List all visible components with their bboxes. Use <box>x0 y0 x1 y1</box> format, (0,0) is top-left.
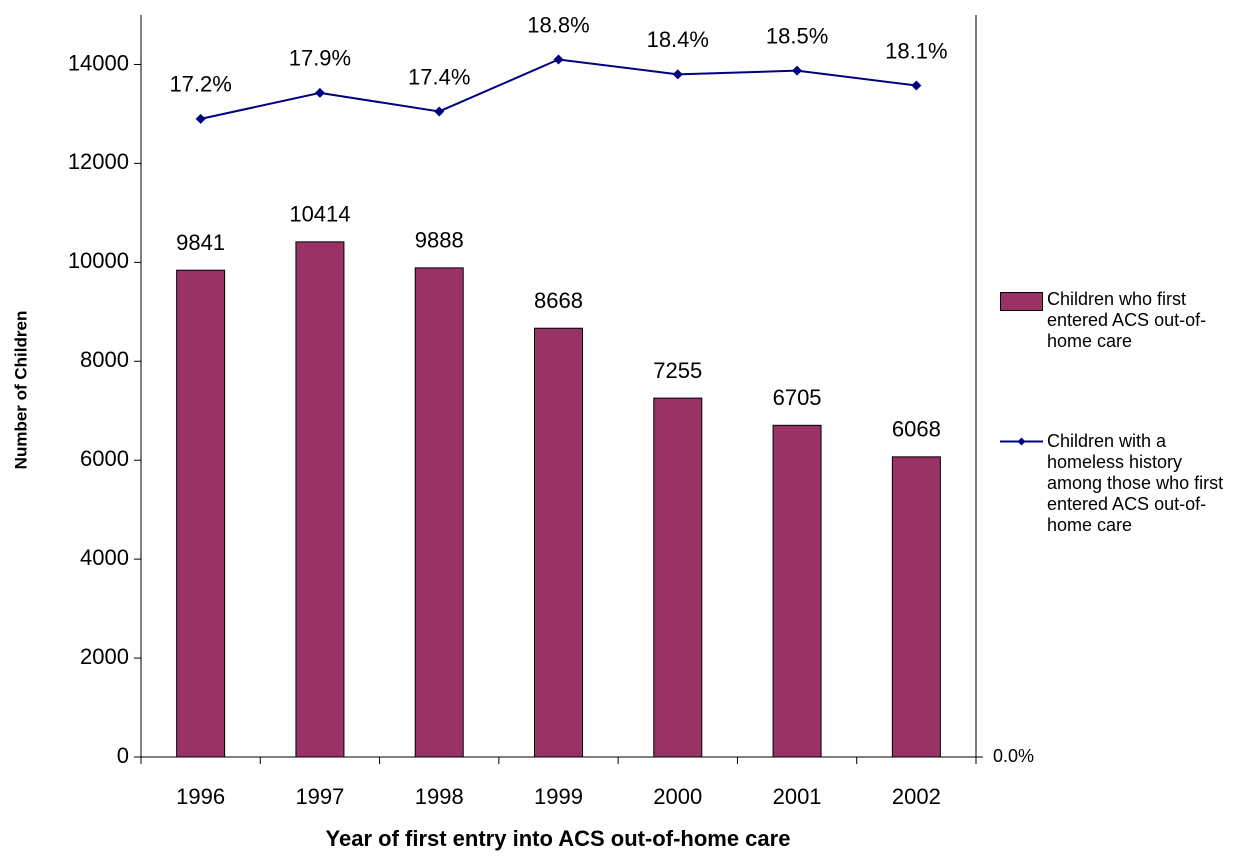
line-marker <box>553 54 564 65</box>
bar-value-label: 10414 <box>289 202 350 227</box>
legend-entry: Children who first entered ACS out-of-ho… <box>1000 289 1250 352</box>
y-tick-label: 2000 <box>80 644 129 669</box>
x-axis-title: Year of first entry into ACS out-of-home… <box>326 826 791 851</box>
y2-tick-label: 0.0% <box>993 746 1034 766</box>
y-tick-label: 14000 <box>68 50 129 75</box>
line-marker <box>672 69 683 80</box>
legend-label: Children who first entered ACS out-of-ho… <box>1047 289 1207 351</box>
legend-label: Children with a homeless history among t… <box>1047 431 1224 535</box>
x-tick-label: 2001 <box>773 784 822 809</box>
line-value-label: 18.4% <box>647 27 709 52</box>
y-tick-label: 12000 <box>68 149 129 174</box>
bar <box>772 424 822 758</box>
line-value-label: 17.9% <box>289 46 351 71</box>
y-tick-label: 4000 <box>80 545 129 570</box>
line-marker <box>195 113 206 124</box>
line-marker <box>792 65 803 76</box>
x-tick-label: 1997 <box>295 784 344 809</box>
x-tick-label: 1996 <box>176 784 225 809</box>
legend-entry: Children with a homeless history among t… <box>1000 431 1250 536</box>
bar <box>414 267 464 758</box>
y-axis-title: Number of Children <box>11 311 30 470</box>
line-marker <box>911 80 922 91</box>
bar-value-label: 6068 <box>892 417 941 442</box>
bar-value-label: 7255 <box>653 358 702 383</box>
bar-value-label: 9888 <box>415 228 464 253</box>
y-tick-label: 0 <box>117 743 129 768</box>
bar-value-label: 9841 <box>176 230 225 255</box>
line-value-label: 18.5% <box>766 23 828 48</box>
legend-swatch <box>1000 437 1043 446</box>
x-tick-label: 1999 <box>534 784 583 809</box>
x-tick-label: 1998 <box>415 784 464 809</box>
bar <box>295 241 345 758</box>
y-tick-label: 8000 <box>80 347 129 372</box>
line-marker <box>434 106 445 117</box>
bar-value-label: 8668 <box>534 288 583 313</box>
bar <box>534 327 583 758</box>
line-value-label: 17.2% <box>169 72 231 97</box>
x-tick-label: 2000 <box>653 784 702 809</box>
y-tick-label: 6000 <box>80 446 129 471</box>
legend-marker <box>1017 437 1026 446</box>
bar <box>176 269 226 758</box>
x-tick-label: 2002 <box>892 784 941 809</box>
line-value-label: 18.8% <box>527 12 589 37</box>
line-value-label: 17.4% <box>408 64 470 89</box>
bar-value-label: 6705 <box>773 385 822 410</box>
legend-swatch <box>1000 292 1043 311</box>
y-tick-label: 10000 <box>68 248 129 273</box>
line-marker <box>314 87 325 98</box>
bar <box>653 397 703 758</box>
bar <box>891 456 941 758</box>
line-value-label: 18.1% <box>885 38 947 63</box>
